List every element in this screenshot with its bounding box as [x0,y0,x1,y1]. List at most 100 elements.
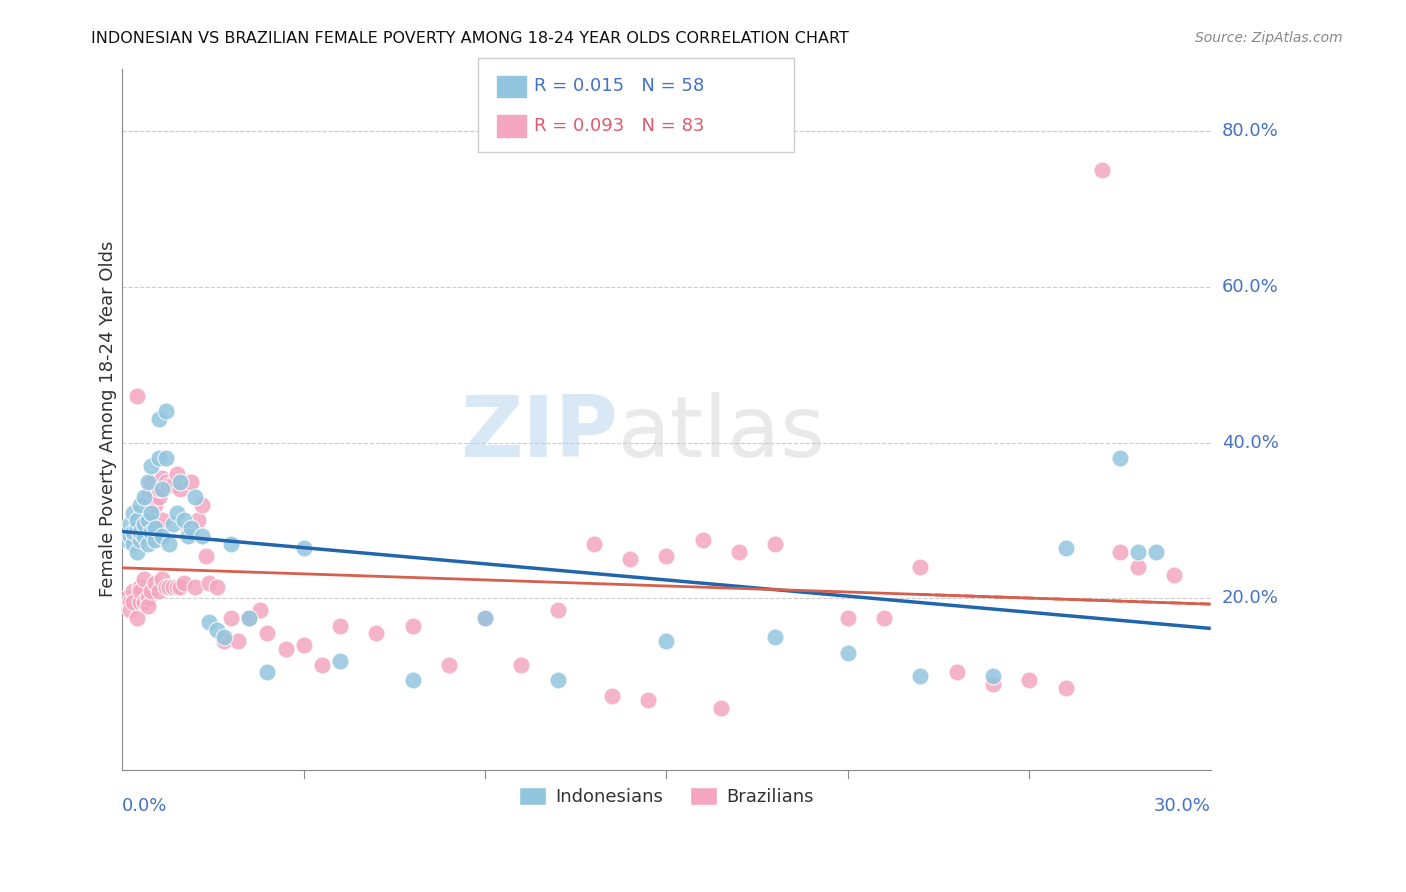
Point [510,657,533,672]
Point [132,529,155,543]
Point [150,529,173,543]
Text: R = 0.093   N = 83: R = 0.093 N = 83 [534,117,704,135]
Point [136,599,159,614]
Point [205,623,228,637]
Point [401,673,423,688]
Point [1054,681,1077,695]
Point [945,665,967,680]
Point [150,572,173,586]
Text: 0.0%: 0.0% [122,797,167,815]
Point [143,529,166,543]
Point [1091,162,1114,177]
Point [148,451,170,466]
Point [129,498,152,512]
Point [136,490,159,504]
Point [256,665,278,680]
Point [547,603,569,617]
Point [125,514,148,528]
Point [655,634,678,648]
Point [619,552,641,566]
Point [166,467,188,481]
Point [173,575,195,590]
Text: 40.0%: 40.0% [1222,434,1278,451]
Point [157,478,180,492]
Point [873,611,896,625]
Point [228,634,250,648]
Point [194,549,217,563]
Point [155,475,177,489]
Point [141,583,163,598]
Point [141,475,163,489]
Point [205,580,228,594]
Point [256,626,278,640]
Point [366,626,388,640]
Point [155,580,177,594]
Point [474,611,496,625]
Point [1163,568,1185,582]
Point [1128,560,1150,574]
Point [122,595,145,609]
Point [136,591,159,606]
Point [655,549,678,563]
Point [191,498,214,512]
Point [157,537,180,551]
Point [176,529,198,543]
Point [637,692,659,706]
Point [143,533,166,547]
Point [763,631,786,645]
Point [122,537,145,551]
Point [118,529,141,543]
Point [582,537,605,551]
Point [162,580,184,594]
Point [150,470,173,484]
Point [162,517,184,532]
Point [238,611,260,625]
Point [169,483,191,497]
Point [837,611,859,625]
Point [401,618,423,632]
Point [547,673,569,688]
Point [1128,544,1150,558]
Point [981,669,1004,683]
Point [141,517,163,532]
Point [184,580,207,594]
Point [187,514,209,528]
Point [184,490,207,504]
Point [150,483,173,497]
Point [191,529,214,543]
Text: Source: ZipAtlas.com: Source: ZipAtlas.com [1195,31,1343,45]
Point [910,669,932,683]
Point [169,475,191,489]
Text: 80.0%: 80.0% [1222,122,1278,140]
Point [1018,673,1040,688]
Point [212,631,235,645]
Point [169,580,191,594]
Point [198,575,221,590]
Point [166,506,188,520]
Point [115,533,138,547]
Point [136,514,159,528]
Point [155,451,177,466]
Point [118,517,141,532]
Point [148,583,170,598]
Point [329,654,352,668]
Point [763,537,786,551]
Point [981,677,1004,691]
Point [292,541,315,555]
Point [1109,451,1132,466]
Text: 60.0%: 60.0% [1222,277,1278,296]
Point [132,572,155,586]
Point [180,521,202,535]
Point [125,544,148,558]
Point [132,595,155,609]
Text: INDONESIAN VS BRAZILIAN FEMALE POVERTY AMONG 18-24 YEAR OLDS CORRELATION CHART: INDONESIAN VS BRAZILIAN FEMALE POVERTY A… [91,31,849,46]
Point [125,611,148,625]
Point [132,517,155,532]
Point [141,525,163,540]
Point [143,575,166,590]
Point [132,514,155,528]
Point [1144,544,1167,558]
Point [728,544,751,558]
Point [1054,541,1077,555]
Point [292,638,315,652]
